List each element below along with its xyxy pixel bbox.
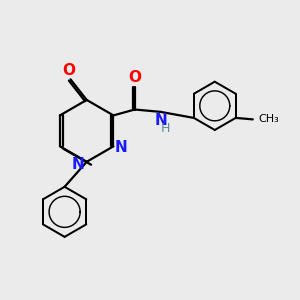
Text: N: N [115,140,127,155]
Text: CH₃: CH₃ [258,114,279,124]
Text: H: H [160,122,170,135]
Text: O: O [62,63,76,78]
Text: O: O [128,70,141,85]
Text: N: N [154,113,167,128]
Text: N: N [72,157,85,172]
